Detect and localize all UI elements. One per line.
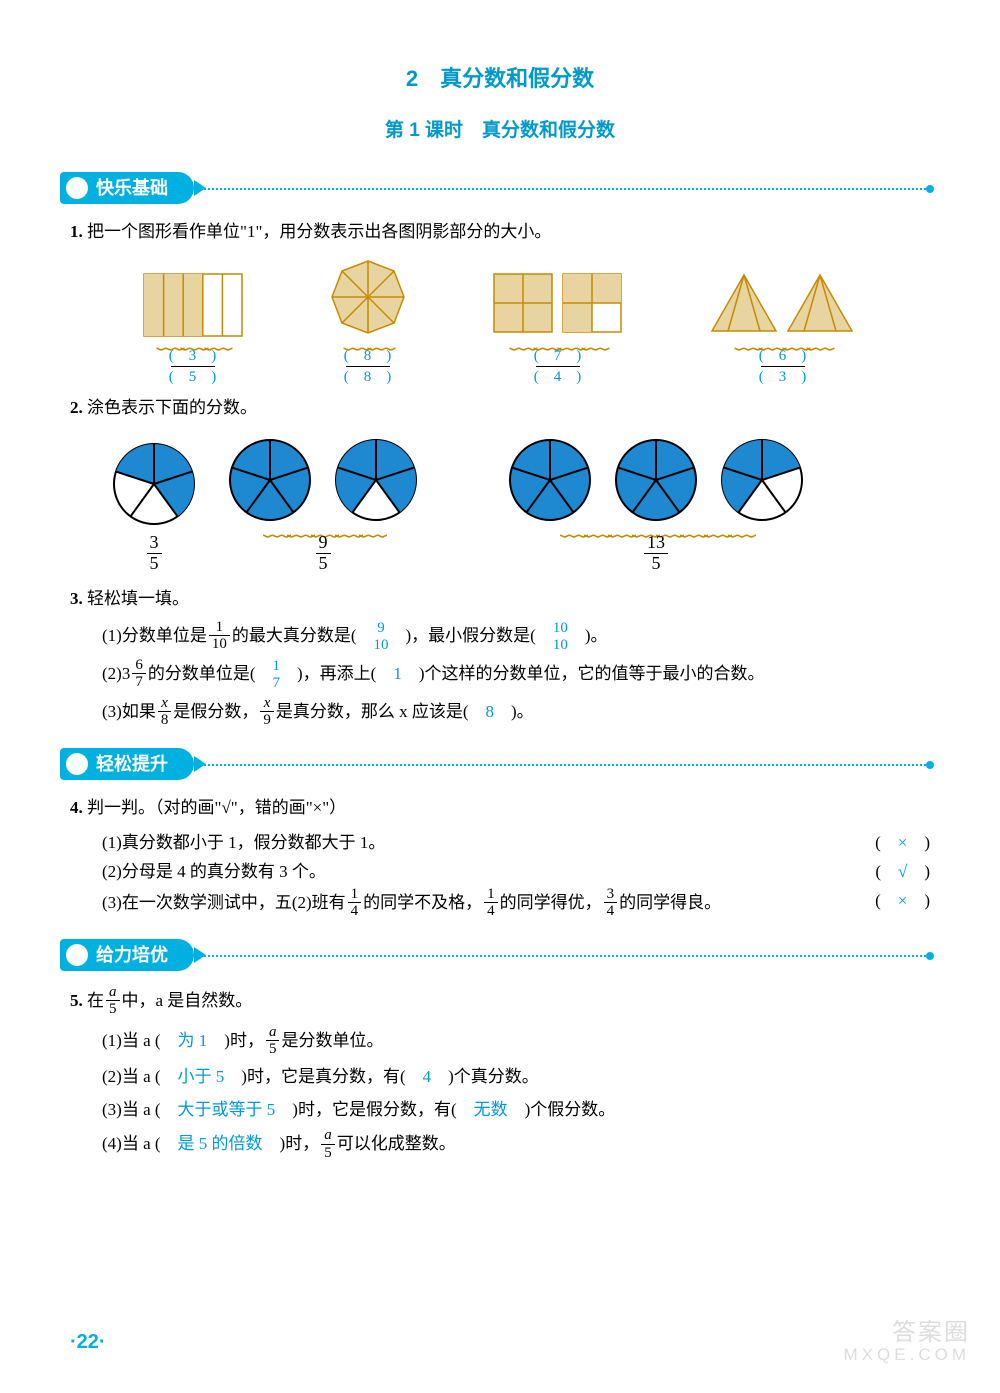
underbrace-icon: ﹏﹏﹏ — [156, 333, 228, 347]
q2-group-2: ﹏﹏﹏﹏﹏ 95 — [226, 436, 420, 575]
section-header-advanced: 给力培优 — [60, 939, 930, 973]
q1-fig-4: ﹏﹏﹏﹏ ( 6 ) ( 3 ) — [708, 269, 858, 386]
q3-a: (1)分数单位是110的最大真分数是( 910 )，最小假分数是( 1010 )… — [102, 620, 930, 654]
q2-label-2: 95 — [316, 533, 331, 574]
pentagon-pie-icon — [110, 440, 198, 528]
q4-item-3: (3)在一次数学测试中，五(2)班有14的同学不及格，14的同学得优，34的同学… — [102, 887, 930, 921]
question-number: 4. — [70, 798, 83, 817]
question-number: 3. — [70, 589, 83, 608]
q1-fig-2: ﹏﹏ ( 8 ) ( 8 ) — [328, 257, 408, 386]
q2-label-3: 135 — [644, 533, 668, 574]
section-badge: 快乐基础 — [60, 172, 194, 204]
q3-c: (3)如果x8是假分数，x9是真分数，那么 x 应该是( 8 )。 — [102, 696, 930, 730]
q5-d: (4)当 a ( 是 5 的倍数 )时，a5可以化成整数。 — [102, 1128, 930, 1162]
question-4: 4. 判一判。（对的画"√"，错的画"×"） — [70, 794, 930, 823]
q4-item-1: (1)真分数都小于 1，假分数都大于 1。 ( × ) — [102, 829, 930, 858]
q1-figures-row: ﹏﹏﹏ ( 3 ) ( 5 ) ﹏﹏ ( 8 ) ( 8 ) — [110, 257, 890, 386]
q2-label-1: 35 — [147, 533, 162, 574]
chapter-title: 2 真分数和假分数 — [70, 60, 930, 97]
question-1: 1. 把一个图形看作单位"1"，用分数表示出各图阴影部分的大小。 — [70, 218, 930, 247]
question-2: 2. 涂色表示下面的分数。 — [70, 394, 930, 423]
q5-b: (2)当 a ( 小于 5 )时，它是真分数，有( 4 )个真分数。 — [102, 1063, 930, 1092]
watermark: 答案圈 MXQE.COM — [844, 1320, 970, 1365]
section-dotline — [200, 188, 930, 190]
question-text: 判一判。（对的画"√"，错的画"×"） — [87, 798, 346, 817]
q3-b: (2)367的分数单位是( 17 )，再添上( 1 )个这样的分数单位，它的值等… — [102, 658, 930, 692]
q2-group-3: ﹏﹏﹏﹏﹏﹏﹏﹏ 135 — [506, 436, 806, 575]
question-text: 涂色表示下面的分数。 — [87, 398, 257, 417]
underbrace-icon: ﹏﹏﹏﹏ — [734, 333, 830, 347]
question-number: 2. — [70, 398, 83, 417]
q5-c: (3)当 a ( 大于或等于 5 )时，它是假分数，有( 无数 )个假分数。 — [102, 1096, 930, 1125]
q5-a: (1)当 a ( 为 1 )时，a5是分数单位。 — [102, 1025, 930, 1059]
worksheet-page: 2 真分数和假分数 第 1 课时 真分数和假分数 快乐基础 1. 把一个图形看作… — [0, 0, 1000, 1393]
page-number: ·22· — [70, 1325, 106, 1359]
q1-answer-3: ( 7 ) ( 4 ) — [534, 347, 582, 386]
q2-group-1: 35 — [110, 440, 198, 575]
section-dotline — [200, 955, 930, 957]
section-dotline — [200, 764, 930, 766]
question-5: 5. 在a5中，a 是自然数。 — [70, 985, 930, 1019]
underbrace-icon: ﹏﹏ — [343, 333, 391, 347]
q4-item-2: (2)分母是 4 的真分数有 3 个。 ( √ ) — [102, 858, 930, 887]
question-text: 轻松填一填。 — [87, 589, 189, 608]
question-number: 1. — [70, 222, 83, 241]
lesson-title: 第 1 课时 真分数和假分数 — [70, 115, 930, 147]
section-badge: 给力培优 — [60, 939, 194, 971]
section-badge: 轻松提升 — [60, 748, 194, 780]
question-text: 把一个图形看作单位"1"，用分数表示出各图阴影部分的大小。 — [87, 222, 551, 241]
q1-fig-1: ﹏﹏﹏ ( 3 ) ( 5 ) — [143, 273, 243, 386]
section-header-basics: 快乐基础 — [60, 172, 930, 206]
question-3: 3. 轻松填一填。 — [70, 585, 930, 614]
question-number: 5. — [70, 991, 83, 1010]
underbrace-icon: ﹏﹏﹏﹏ — [509, 333, 605, 347]
q1-answer-1: ( 3 ) ( 5 ) — [169, 347, 217, 386]
section-header-improve: 轻松提升 — [60, 748, 930, 782]
q2-pie-row: 35 — [110, 436, 930, 575]
q1-fig-3: ﹏﹏﹏﹏ ( 7 ) ( 4 ) — [493, 273, 623, 386]
q1-answer-2: ( 8 ) ( 8 ) — [344, 347, 392, 386]
q1-answer-4: ( 6 ) ( 3 ) — [759, 347, 807, 386]
